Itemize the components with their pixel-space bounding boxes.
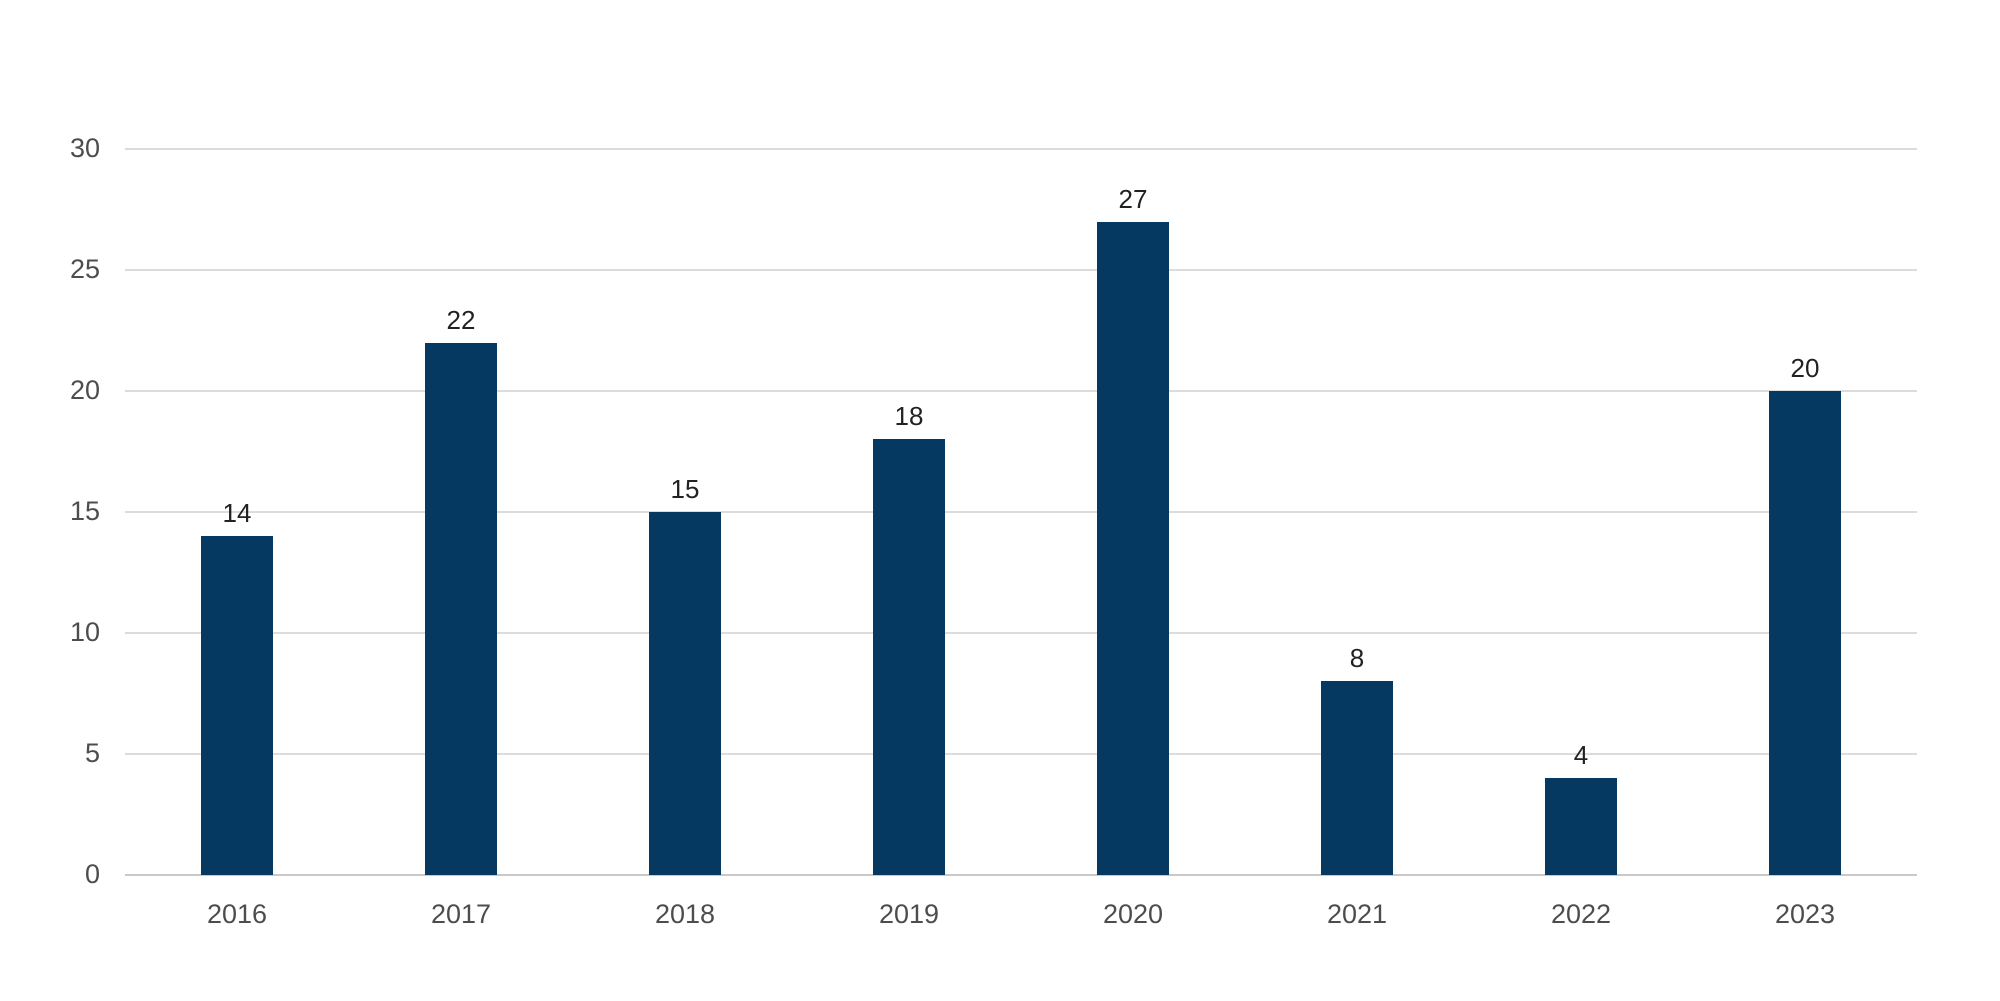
- x-tick-label-2016: 2016: [206, 899, 268, 929]
- x-tick-label-2023: 2023: [1774, 899, 1836, 929]
- bar-2021: [1321, 681, 1393, 875]
- y-tick-label-25: 25: [69, 254, 100, 284]
- bar-2022: [1545, 778, 1617, 875]
- value-label-2022: 4: [1573, 740, 1589, 771]
- y-tick-label-15: 15: [69, 496, 100, 526]
- value-label-2017: 22: [446, 304, 476, 335]
- bar-2017: [425, 342, 497, 875]
- value-label-2016: 14: [222, 498, 252, 529]
- x-axis-line: [125, 874, 1917, 876]
- gridline-y-5: [125, 753, 1917, 755]
- bar-2018: [649, 512, 721, 875]
- y-tick-label-10: 10: [69, 617, 100, 647]
- y-tick-label-5: 5: [84, 738, 100, 768]
- x-tick-label-2021: 2021: [1326, 899, 1388, 929]
- x-tick-label-2019: 2019: [878, 899, 940, 929]
- gridline-y-10: [125, 632, 1917, 634]
- value-label-2018: 15: [670, 474, 700, 504]
- bar-2019: [873, 439, 945, 875]
- bar-2020: [1097, 221, 1169, 875]
- value-label-2019: 18: [894, 401, 924, 432]
- y-tick-label-0: 0: [84, 859, 100, 889]
- x-tick-label-2022: 2022: [1550, 899, 1612, 929]
- bar-2023: [1769, 391, 1841, 875]
- gridline-y-15: [125, 511, 1917, 513]
- x-tick-label-2017: 2017: [430, 899, 492, 929]
- plot-area: 14 22 15 18 27 8 4 20: [125, 148, 1917, 876]
- x-tick-label-2018: 2018: [654, 899, 716, 929]
- x-tick-label-2020: 2020: [1102, 899, 1164, 929]
- value-label-2023: 20: [1790, 353, 1820, 383]
- value-label-2020: 27: [1118, 183, 1148, 214]
- gridline-y-25: [125, 269, 1917, 271]
- gridline-y-20: [125, 390, 1917, 392]
- y-tick-label-20: 20: [69, 375, 100, 405]
- value-label-2021: 8: [1349, 643, 1365, 674]
- gridline-y-30: [125, 148, 1917, 150]
- bar-2016: [201, 536, 273, 875]
- y-tick-label-30: 30: [69, 133, 100, 163]
